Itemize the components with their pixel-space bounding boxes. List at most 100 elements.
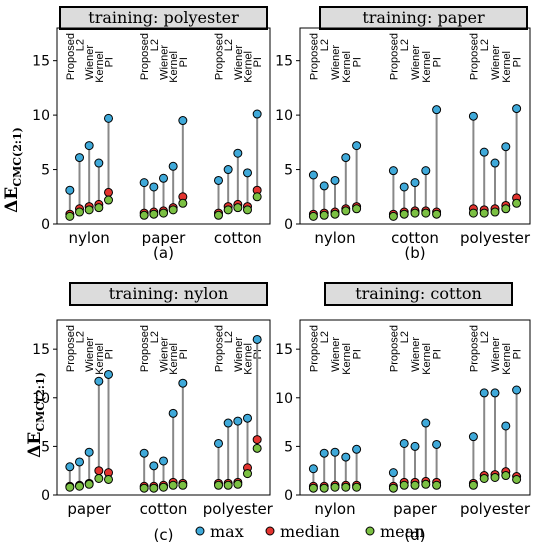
plot-frame [56,319,271,496]
method-label: Wiener [159,45,171,80]
mean-point [104,474,113,484]
chart-title: training: polyester [88,8,239,27]
group-label: paper [393,500,437,518]
y-tick-label: 5 [284,163,293,179]
mean-point [159,208,168,218]
mean-point [75,481,84,491]
max-point [252,109,262,119]
group-label: cotton [214,229,262,247]
max-point [330,447,340,457]
max-point [410,178,420,188]
method-label: Kernel [341,343,353,375]
method-label: Kernel [168,343,180,375]
mean-point [490,207,500,217]
method-label: Wiener [84,337,96,372]
method-label: Kernel [421,51,433,83]
max-point [308,170,318,180]
method-label: Proposed [139,325,151,372]
method-label: PI [352,57,364,67]
mean-point [479,208,489,218]
mean-point [468,480,478,490]
max-point [319,448,329,458]
mean-point [308,211,318,221]
mean-point [421,479,431,489]
mean-point [252,192,262,202]
max-point [468,432,478,442]
mean-point [168,205,178,215]
max-point [149,461,159,471]
method-label: Kernel [168,51,180,83]
method-label: Proposed [388,33,400,80]
mean-point [233,479,243,489]
mean-point [399,209,409,219]
max-point [84,447,94,457]
mean-point [319,483,329,493]
plot-frame [299,27,531,225]
mean-point [512,474,522,484]
mean-point [149,209,159,219]
method-label: Wiener [233,45,245,80]
mean-point [319,210,329,220]
chart-panel: training: paper051015nylonProposedL2Wien… [275,6,531,262]
max-point [512,104,522,114]
mean-point [330,209,340,219]
method-label: Proposed [214,325,226,372]
max-point [178,378,188,388]
max-point [432,105,442,115]
method-label: PI [352,349,364,359]
method-label: L2 [399,39,411,51]
method-label: PI [252,57,264,67]
mean-point [139,483,149,493]
chart-title: training: nylon [109,284,229,303]
mean-point [252,443,262,453]
method-label: L2 [149,39,161,51]
mean-point [178,198,188,208]
mean-point [388,483,398,493]
mean-point [399,480,409,490]
max-point [479,388,489,398]
max-point [84,141,94,151]
method-label: L2 [319,331,331,343]
median-point [94,466,104,476]
method-label: PI [104,57,116,67]
y-tick-label: 10 [32,391,50,407]
mean-point [65,482,75,492]
max-point [421,418,431,428]
group-label: cotton [140,500,188,518]
method-label: Wiener [410,45,422,80]
method-label: Kernel [421,343,433,375]
max-point [388,468,398,478]
panel-sublabel: (d) [404,526,425,544]
max-point [223,165,233,175]
y-tick-label: 10 [275,391,293,407]
method-label: Proposed [139,33,151,80]
mean-point [352,204,362,214]
mean-point [159,482,168,492]
y-tick-label: 5 [41,163,50,179]
max-point [223,418,233,428]
method-label: L2 [399,331,411,343]
panel-sublabel: (c) [154,526,174,544]
method-label: PI [512,57,524,67]
mean-point [410,208,420,218]
y-tick-label: 0 [41,488,50,504]
method-label: PI [178,57,190,67]
method-label: Wiener [490,337,502,372]
max-point [421,166,431,176]
method-label: Proposed [468,325,480,372]
mean-point [214,480,223,490]
group-label: polyester [460,500,531,518]
method-label: Proposed [468,33,480,80]
max-point [168,408,178,418]
mean-point [501,204,511,214]
method-label: Proposed [214,33,226,80]
legend-label-mean: mean [380,522,424,541]
max-point [341,452,351,462]
mean-point [243,469,252,479]
max-point [479,147,489,157]
max-point [149,182,159,192]
mean-point [84,205,94,215]
y-tick-label: 5 [41,439,50,455]
max-point [104,369,113,379]
group-label: cotton [391,229,439,247]
